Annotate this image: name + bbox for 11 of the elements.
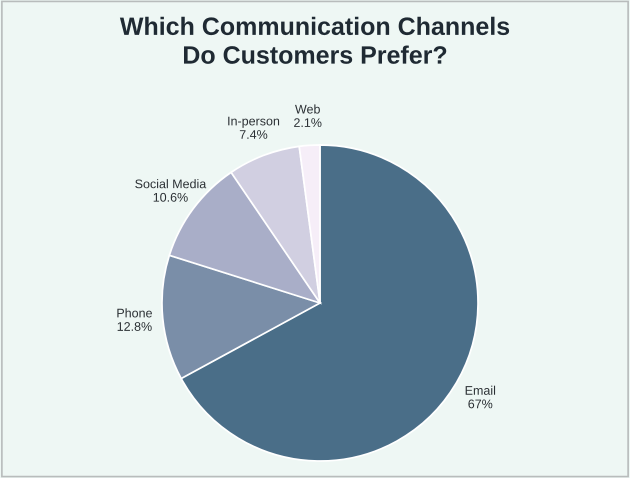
data-label: 12.8% [118,322,152,331]
data-label: 10.6% [154,192,188,202]
slice-label: In-person [228,116,280,128]
slice-label: Email [466,386,496,395]
data-label: 67% [468,399,492,408]
slice-label: Web [295,104,320,114]
slice-label: Phone [117,308,152,318]
data-label: 7.4% [240,130,268,139]
chart-title: Which Communication Channels Do Customers Prefer? [120,16,510,64]
slice-label: Social Media [135,179,206,188]
data-label: 2.1% [294,118,322,128]
